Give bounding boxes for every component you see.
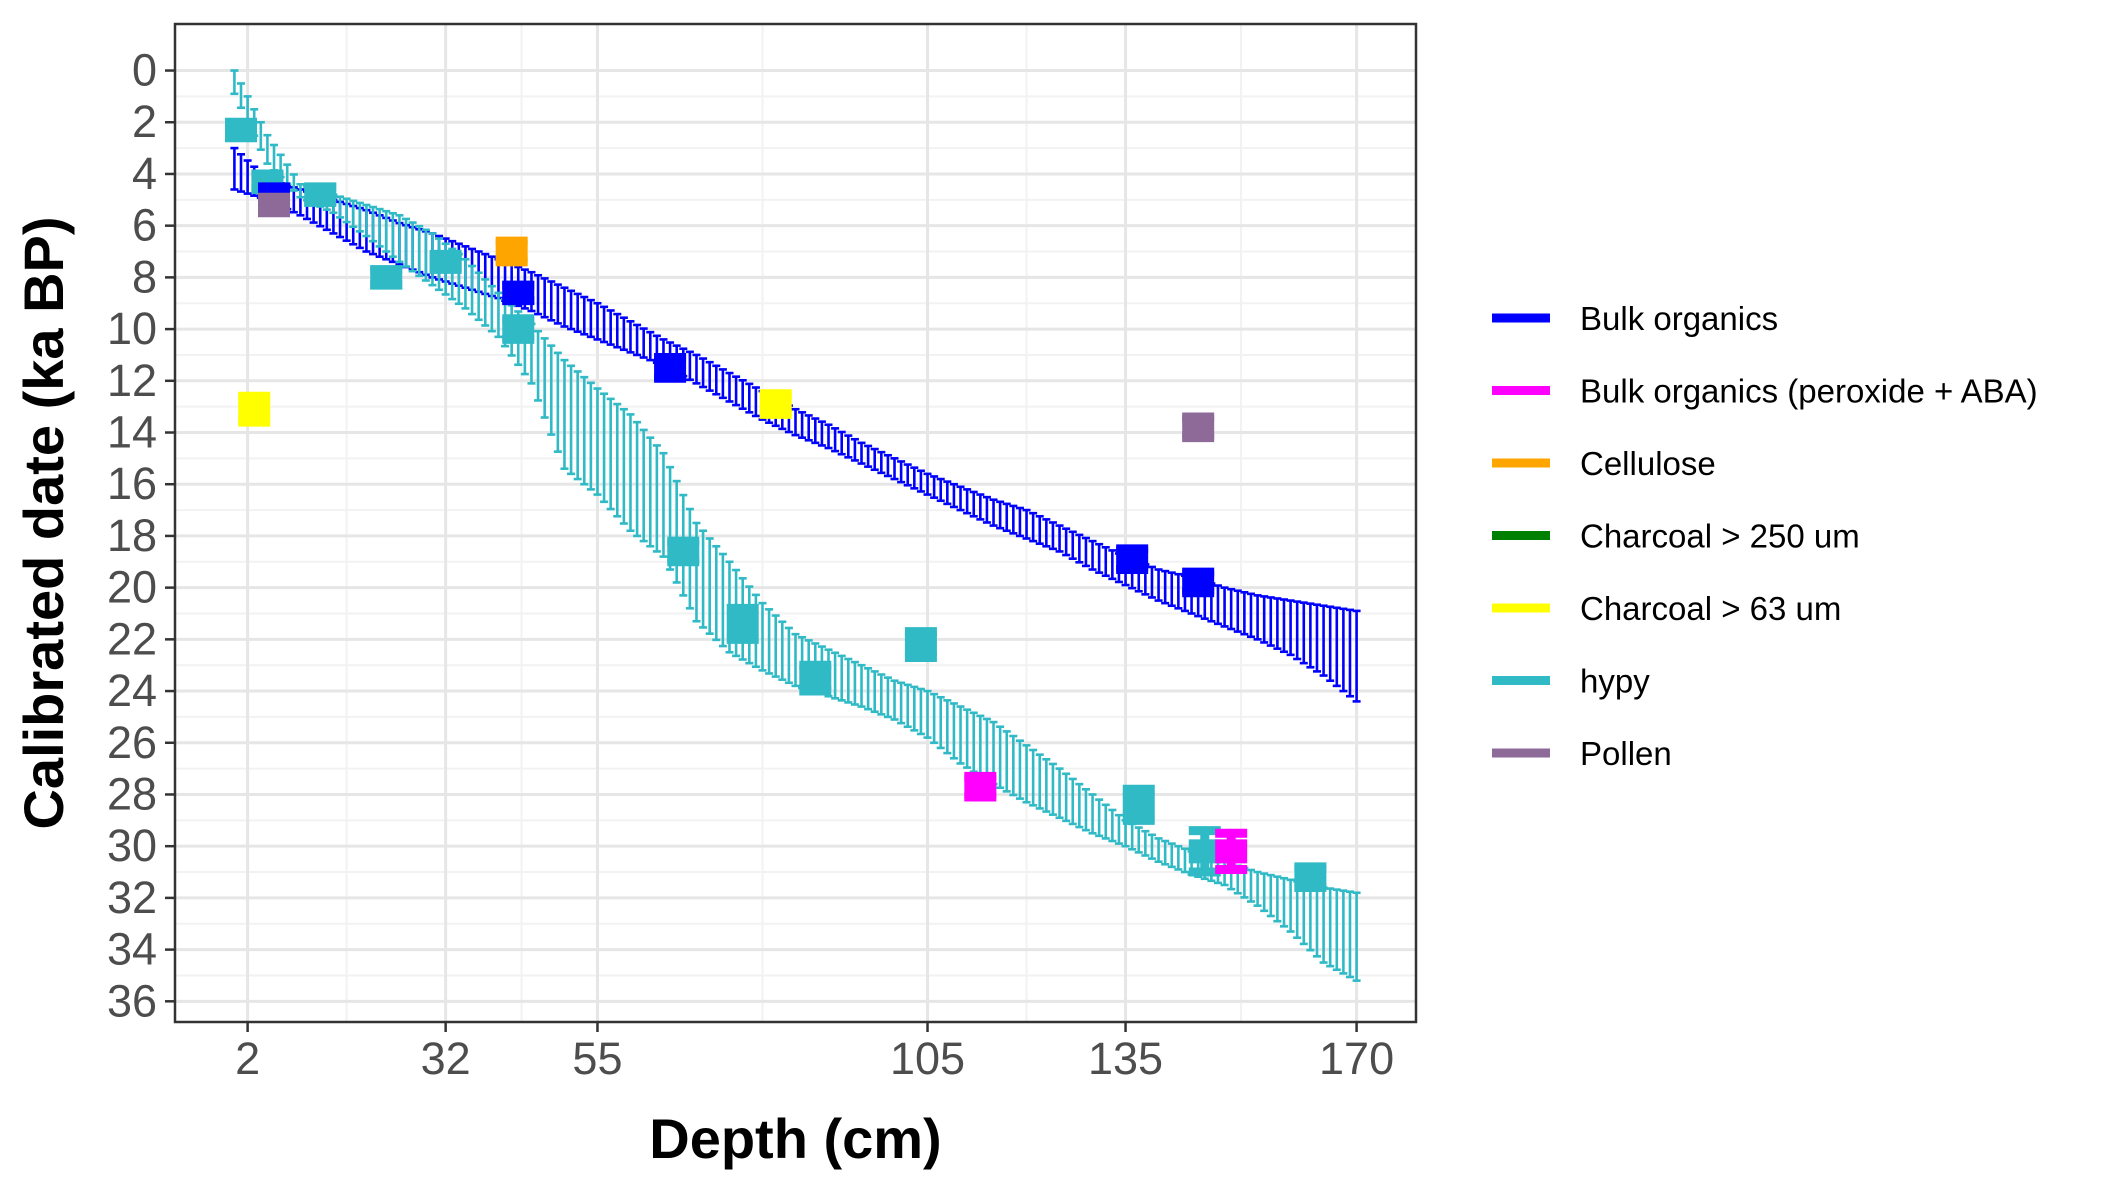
date-point — [759, 392, 792, 417]
date-point — [667, 539, 700, 564]
date-bulk-organics — [502, 280, 535, 306]
date-hypy — [304, 182, 337, 207]
date-point — [1294, 865, 1327, 890]
y-tick-label: 22 — [107, 613, 157, 664]
legend-label: Cellulose — [1580, 445, 1716, 482]
date-hypy — [1294, 862, 1327, 893]
y-tick-label: 8 — [132, 251, 157, 302]
date-point — [1182, 570, 1215, 595]
x-tick-label: 2 — [235, 1033, 260, 1084]
dated-samples — [225, 117, 1327, 893]
legend-item: Charcoal > 250 um — [1492, 518, 1860, 555]
date-hypy — [904, 627, 937, 662]
x-tick-label: 32 — [421, 1033, 471, 1084]
y-tick-label: 14 — [107, 407, 157, 458]
date-point — [502, 280, 535, 305]
date-point — [495, 239, 528, 264]
date-hypy — [502, 314, 535, 344]
y-tick-label: 6 — [132, 200, 157, 251]
date-charcoal-63-um — [238, 391, 271, 427]
y-tick-label: 18 — [107, 510, 157, 561]
y-tick-label: 12 — [107, 355, 157, 406]
date-point — [654, 355, 687, 380]
date-hypy — [799, 660, 832, 696]
y-tick-label: 36 — [107, 975, 157, 1026]
date-pollen — [1182, 412, 1215, 443]
date-point — [799, 666, 832, 691]
y-tick-label: 10 — [107, 303, 157, 354]
date-hypy — [667, 536, 700, 567]
y-tick-label: 24 — [107, 665, 157, 716]
y-tick-label: 4 — [132, 148, 157, 199]
y-tick-label: 34 — [107, 924, 157, 975]
panel-border — [173, 22, 1418, 1024]
legend-item: Charcoal > 63 um — [1492, 590, 1841, 627]
y-tick-label: 30 — [107, 820, 157, 871]
legend-label: Pollen — [1580, 735, 1672, 772]
legend-item: Bulk organics (peroxide + ABA) — [1492, 373, 2038, 410]
legend-label: Charcoal > 63 um — [1580, 590, 1841, 627]
legend: Bulk organics Bulk organics (peroxide + A… — [1492, 300, 2038, 772]
legend-item: hypy — [1492, 663, 1650, 700]
date-hypy — [1122, 784, 1155, 825]
legend-label: hypy — [1580, 663, 1650, 700]
date-bulk-organics-peroxide-aba- — [964, 771, 997, 802]
x-tick-label: 135 — [1088, 1033, 1163, 1084]
legend-label: Bulk organics (peroxide + ABA) — [1580, 373, 2038, 410]
legend-label: Bulk organics — [1580, 300, 1778, 337]
legend-item: Cellulose — [1492, 445, 1716, 482]
date-bulk-organics-peroxide-aba- — [1215, 828, 1248, 874]
x-tick-label: 105 — [890, 1033, 965, 1084]
y-tick-label: 16 — [107, 458, 157, 509]
date-hypy — [225, 117, 258, 143]
legend-item: Bulk organics — [1492, 300, 1778, 337]
y-tick-label: 20 — [107, 562, 157, 613]
date-point — [904, 632, 937, 657]
date-point — [238, 397, 271, 422]
date-point — [726, 611, 759, 636]
y-tick-label: 0 — [132, 45, 157, 96]
date-point — [502, 317, 535, 342]
date-bulk-organics — [1116, 544, 1149, 575]
date-point — [225, 118, 258, 143]
date-point — [429, 249, 462, 274]
date-point — [1182, 415, 1215, 440]
date-hypy — [370, 265, 403, 290]
x-axis: 2 32 55 105 135 170 — [235, 1022, 1394, 1084]
date-point — [258, 192, 291, 217]
x-tick-label: 170 — [1319, 1033, 1394, 1084]
legend-label: Charcoal > 250 um — [1580, 518, 1860, 555]
x-tick-label: 55 — [572, 1033, 622, 1084]
y-tick-label: 32 — [107, 872, 157, 923]
date-point — [1215, 839, 1248, 864]
legend-item: Pollen — [1492, 735, 1672, 772]
date-point — [1122, 792, 1155, 817]
date-bulk-organics — [1182, 567, 1215, 598]
y-axis-title: Calibrated date (ka BP) — [12, 216, 75, 829]
date-point — [304, 182, 337, 207]
date-charcoal-63-um — [759, 389, 792, 419]
date-point — [1116, 547, 1149, 572]
date-cellulose — [495, 236, 528, 267]
date-hypy — [726, 603, 759, 644]
date-hypy — [429, 249, 462, 274]
date-bulk-organics — [654, 353, 687, 383]
date-point — [370, 265, 403, 290]
date-point — [964, 774, 997, 799]
date-pollen — [258, 192, 291, 218]
y-tick-label: 2 — [132, 96, 157, 147]
y-tick-label: 26 — [107, 717, 157, 768]
x-axis-title: Depth (cm) — [649, 1107, 941, 1170]
y-tick-label: 28 — [107, 768, 157, 819]
